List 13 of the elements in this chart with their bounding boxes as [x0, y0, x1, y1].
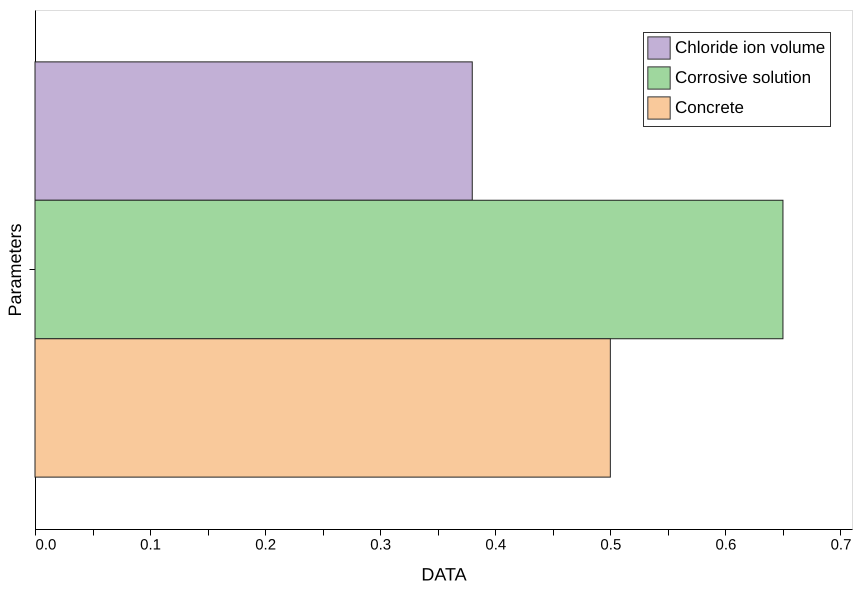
legend-label: Corrosive solution — [675, 68, 812, 87]
x-tick-label: 0.4 — [485, 536, 506, 554]
x-tick-label: 0.0 — [36, 536, 56, 554]
y-axis-title: Parameters — [5, 223, 25, 317]
legend-label: Chloride ion volume — [675, 38, 826, 57]
x-tick-label: 0.7 — [830, 536, 852, 554]
x-tick-label: 0.2 — [255, 536, 276, 554]
x-tick-label: 0.6 — [715, 536, 736, 554]
x-tick-label: 0.3 — [370, 536, 392, 554]
x-tick-label: 0.1 — [140, 536, 161, 554]
legend-label: Concrete — [675, 98, 744, 117]
x-axis-title: DATA — [421, 564, 467, 584]
x-tick-label: 0.5 — [600, 536, 622, 554]
